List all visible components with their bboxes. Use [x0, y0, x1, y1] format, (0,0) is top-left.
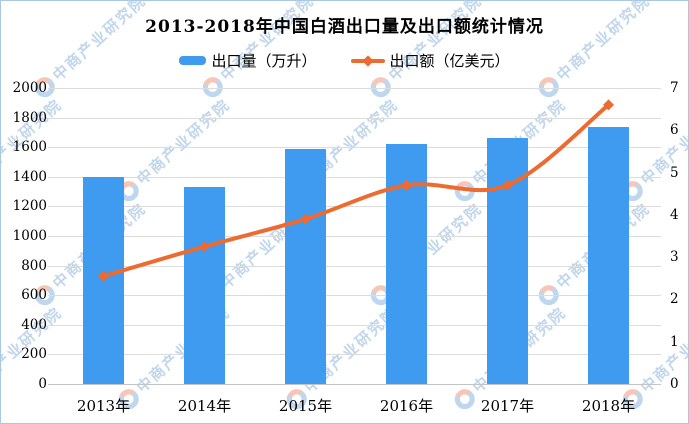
x-axis-label: 2018年 — [581, 397, 636, 415]
x-axis-line — [48, 384, 661, 385]
y-axis-label-right: 5 — [670, 164, 679, 181]
y-axis-label-left: 800 — [21, 257, 47, 274]
y-axis-label-right: 1 — [670, 333, 679, 350]
line-marker-diamond-icon — [603, 99, 614, 111]
line-marker-diamond-icon — [98, 270, 109, 282]
chart-title: 2013-2018年中国白酒出口量及出口额统计情况 — [145, 17, 544, 37]
y-axis-label-left: 1600 — [12, 139, 47, 156]
gridline — [48, 88, 661, 89]
legend-label-export-volume: 出口量（万升） — [211, 52, 317, 70]
y-axis-label-right: 6 — [670, 122, 679, 139]
gridline — [48, 117, 661, 119]
legend: 出口量（万升） 出口额（亿美元） — [1, 50, 688, 71]
x-axis-label: 2017年 — [480, 397, 535, 415]
y-axis-label-left: 600 — [21, 287, 47, 304]
legend-item-export-value: 出口额（亿美元） — [350, 50, 510, 71]
bar-legend-swatch-icon — [179, 56, 207, 65]
gridline — [48, 295, 661, 297]
y-axis-label-left: 0 — [38, 376, 47, 392]
line-legend-swatch-icon — [350, 54, 385, 67]
y-axis-label-right: 3 — [670, 249, 679, 266]
gridline — [48, 176, 661, 178]
x-axis-label: 2014年 — [177, 397, 232, 415]
y-axis-label-left: 1200 — [12, 198, 47, 215]
y-axis-label-left: 1400 — [12, 168, 47, 185]
y-axis-label-left: 1000 — [12, 228, 47, 244]
diamond-marker-icon — [361, 54, 374, 67]
y-axis-label-left: 1800 — [12, 109, 47, 126]
plot-area — [48, 88, 661, 385]
x-axis-label: 2016年 — [379, 397, 434, 415]
export-value-line — [98, 99, 614, 282]
line-marker-diamond-icon — [300, 213, 311, 225]
legend-label-export-value: 出口额（亿美元） — [389, 52, 510, 70]
gridline — [48, 324, 661, 326]
y-axis-label-right: 4 — [670, 206, 679, 223]
y-axis-label-right: 2 — [670, 291, 679, 308]
y-axis-label-left: 200 — [21, 346, 47, 363]
bar-2018年 — [588, 127, 629, 384]
legend-item-export-volume: 出口量（万升） — [179, 50, 317, 71]
gridline — [48, 354, 661, 356]
line-marker-diamond-icon — [199, 241, 210, 253]
y-axis-label-right: 7 — [670, 80, 679, 96]
line-marker-diamond-icon — [502, 179, 513, 191]
y-axis-label-left: 400 — [21, 316, 47, 333]
y-axis-label-left: 2000 — [12, 80, 47, 96]
gridline — [48, 147, 661, 149]
x-axis-label: 2013年 — [76, 397, 131, 415]
line-path — [101, 102, 611, 279]
gridline — [48, 206, 661, 208]
line-marker-diamond-icon — [401, 179, 412, 191]
x-axis-label: 2015年 — [278, 397, 333, 415]
y-axis-label-right: 0 — [670, 376, 679, 392]
gridline — [48, 236, 661, 237]
gridline — [48, 265, 661, 267]
